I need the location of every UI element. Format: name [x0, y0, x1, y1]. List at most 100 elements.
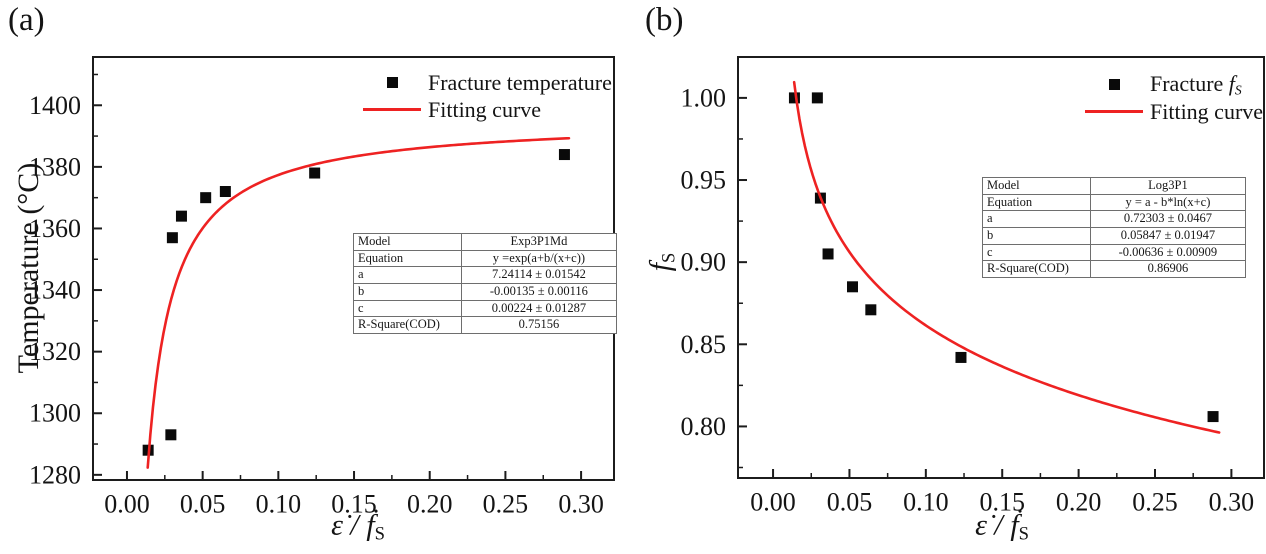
data-point [847, 281, 858, 293]
x-tick-label: 0.00 [104, 489, 150, 518]
plot-svg-a: 0.00 0.05 0.10 0.15 0.20 0.25 0.30 1280 1300 1320… [29, 56, 615, 518]
table-cell-value: Log3P1 [1089, 177, 1247, 195]
y-tick-label: 1400 [29, 91, 81, 120]
legend-item: Fracture fS [1085, 70, 1263, 98]
x-tick-label: 0.30 [1209, 487, 1255, 516]
y-tick-label: 1.00 [681, 83, 727, 112]
x-tick-label: 0.20 [1056, 487, 1102, 516]
table-cell-value: y = a - b*ln(x+c) [1089, 193, 1247, 212]
x-tick-label: 0.15 [979, 487, 1024, 516]
data-point [166, 232, 178, 244]
table-cell-value: 7.24114 ± 0.01542 [460, 266, 618, 284]
x-tick-label: 0.00 [750, 487, 796, 516]
legend-line-swatch-icon [363, 108, 421, 111]
table-row: b -0.00135 ± 0.00116 [353, 282, 618, 301]
x-tick-label: 0.15 [331, 489, 377, 518]
data-point [822, 248, 834, 260]
data-point [558, 149, 570, 161]
table-row: b 0.05847 ± 0.01947 [982, 226, 1247, 245]
table-row: Equation y =exp(a+b/(x+c)) [353, 249, 618, 268]
fit-curve [146, 136, 571, 469]
table-row: R-Square(COD) 0.75156 [353, 316, 618, 334]
data-point [788, 92, 800, 104]
y-axis-title-b-subscript: S [658, 252, 680, 263]
legend-a: Fracture temperature Fitting curve [363, 70, 612, 122]
y-axis-title-b-symbol: f [643, 263, 677, 272]
legend-b: Fracture fS Fitting curve [1085, 70, 1263, 124]
table-cell-label: a [353, 266, 462, 284]
table-cell-label: R-Square(COD) [982, 260, 1091, 278]
table-cell-label: c [982, 243, 1091, 262]
y-tick-label: 1340 [29, 276, 81, 305]
table-cell-value: Exp3P1Md [460, 233, 618, 251]
panel-label-b: (b) [645, 2, 684, 38]
y-tick-label: 1360 [29, 214, 81, 243]
table-cell-label: Model [982, 177, 1091, 195]
table-cell-value: 0.00224 ± 0.01287 [460, 299, 618, 318]
legend-label: Fracture fS [1150, 70, 1242, 98]
table-cell-value: 0.75156 [460, 316, 618, 334]
table-cell-value: y =exp(a+b/(x+c)) [460, 249, 618, 268]
table-cell-label: a [982, 210, 1091, 228]
table-cell-value: -0.00636 ± 0.00909 [1089, 243, 1247, 262]
y-tick-label: 0.85 [681, 330, 727, 359]
table-row: Model Log3P1 [982, 177, 1247, 195]
table-cell-label: R-Square(COD) [353, 316, 462, 334]
data-point [865, 304, 877, 316]
table-row: a 0.72303 ± 0.0467 [982, 210, 1247, 228]
x-tick-label: 0.10 [903, 487, 949, 516]
y-axis-title-a: Temperature (°C) [12, 163, 46, 374]
plot-frame [737, 56, 1265, 479]
legend-item: Fracture temperature [363, 70, 612, 95]
table-row: R-Square(COD) 0.86906 [982, 260, 1247, 278]
legend-square-marker-icon [363, 77, 421, 88]
legend-label: Fracture temperature [428, 69, 612, 95]
table-cell-value: 0.05847 ± 0.01947 [1089, 226, 1247, 245]
panel-label-a: (a) [8, 2, 45, 38]
y-tick-label: 0.95 [681, 166, 727, 195]
table-cell-label: c [353, 299, 462, 318]
data-point [309, 167, 321, 179]
data-point [1207, 411, 1219, 423]
data-point [811, 92, 823, 104]
y-tick-label: 1300 [29, 399, 81, 428]
data-point [219, 186, 231, 198]
table-row: Equation y = a - b*ln(x+c) [982, 193, 1247, 212]
x-axis-title-a-subscript: S [374, 523, 385, 545]
x-tick-label: 0.10 [256, 489, 302, 518]
x-axis-title-b-symbols: ε̇ / ḟ [975, 508, 1019, 542]
table-cell-label: Model [353, 233, 462, 251]
y-tick-label: 1380 [29, 152, 81, 181]
legend-square-marker-icon [1085, 79, 1143, 90]
legend-label: Fitting curve [428, 96, 542, 122]
legend-item: Fitting curve [1085, 99, 1263, 124]
table-row: c 0.00224 ± 0.01287 [353, 299, 618, 318]
x-tick-label: 0.30 [558, 489, 604, 518]
fit-curve [792, 80, 1221, 434]
y-axis-title-a-text: Temperature (°C) [12, 162, 45, 374]
y-tick-label: 0.80 [681, 412, 727, 441]
table-cell-label: Equation [982, 193, 1091, 212]
table-cell-value: 0.72303 ± 0.0467 [1089, 210, 1247, 228]
data-point [175, 210, 187, 222]
inset-table-a: Model Exp3P1Md Equation y =exp(a+b/(x+c)) a 7… [353, 233, 618, 334]
y-tick-label: 1280 [29, 460, 81, 489]
table-row: a 7.24114 ± 0.01542 [353, 266, 618, 284]
table-cell-value: 0.86906 [1089, 260, 1247, 278]
legend-item: Fitting curve [363, 97, 612, 122]
x-axis-title-a-symbols: ε̇ / ḟ [331, 508, 375, 542]
plot-svg-b: 0.00 0.05 0.10 0.15 0.20 0.25 0.30 0.80 0.85 0.90… [681, 56, 1265, 516]
x-tick-label: 0.05 [180, 489, 226, 518]
data-point [955, 351, 967, 363]
x-tick-label: 0.05 [827, 487, 873, 516]
x-axis-title-b-subscript: S [1018, 523, 1029, 545]
table-row: Model Exp3P1Md [353, 233, 618, 251]
y-tick-label: 1320 [29, 337, 81, 366]
table-row: c -0.00636 ± 0.00909 [982, 243, 1247, 262]
x-axis-title-a: ε̇ / ḟS [331, 509, 385, 546]
inset-table-b: Model Log3P1 Equation y = a - b*ln(x+c) a 0.7… [982, 177, 1247, 278]
x-tick-label: 0.20 [407, 489, 453, 518]
table-cell-label: b [982, 226, 1091, 245]
y-axis-title-b: fS [644, 253, 681, 272]
